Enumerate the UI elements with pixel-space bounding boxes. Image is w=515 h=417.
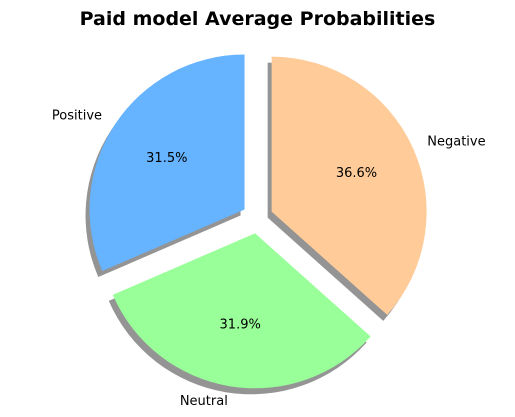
slice-percent-positive: 31.5% (146, 151, 187, 166)
slice-positive (89, 54, 245, 272)
chart-title: Paid model Average Probabilities (80, 8, 436, 30)
slice-percent-neutral: 31.9% (220, 318, 261, 333)
pie-labels: Positive 31.5% Neutral 31.9% Negative 36.6% (52, 108, 486, 409)
slice-negative (271, 56, 427, 315)
slice-label-positive: Positive (52, 108, 102, 123)
pie-slices (89, 54, 427, 389)
slice-percent-negative: 36.6% (336, 166, 377, 181)
slice-label-negative: Negative (427, 134, 485, 149)
slice-neutral (112, 233, 371, 389)
slice-label-neutral: Neutral (180, 394, 228, 409)
